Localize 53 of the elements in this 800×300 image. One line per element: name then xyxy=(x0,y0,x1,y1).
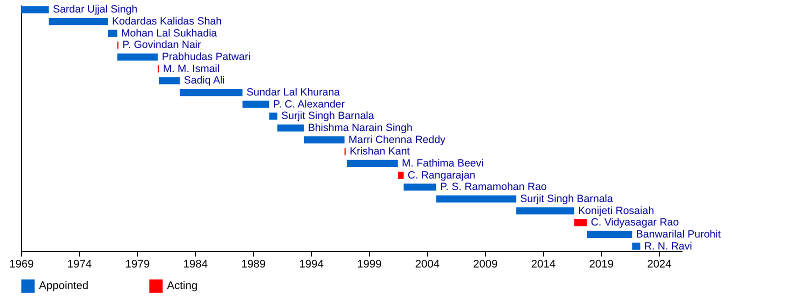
x-tick-label: 2014 xyxy=(531,258,556,270)
bar xyxy=(277,124,304,132)
y-tick-label: Konijeti Rosaiah xyxy=(578,204,654,217)
x-tick-label: 1984 xyxy=(183,258,208,270)
bar xyxy=(586,230,632,238)
x-tick-label: 2009 xyxy=(473,258,498,270)
y-tick-label: Surjit Singh Barnala xyxy=(281,110,374,122)
x-tick-label: 2004 xyxy=(415,258,440,270)
y-tick-label: Sundar Lal Khurana xyxy=(246,86,340,99)
y-tick-label: Sardar Ujjal Singh xyxy=(52,4,138,16)
bar xyxy=(159,77,180,84)
y-tick-label: C. Vidyasagar Rao xyxy=(590,216,680,229)
bar xyxy=(304,136,345,144)
bar xyxy=(404,184,436,191)
bar xyxy=(269,112,278,120)
bar xyxy=(180,88,242,96)
bar xyxy=(117,53,158,61)
x-tick-label: 1979 xyxy=(125,258,150,270)
x-tick-label: 1969 xyxy=(9,258,34,270)
legend-label: Appointed xyxy=(39,280,89,292)
bar xyxy=(436,195,516,203)
y-tick-label: M. M. Ismail xyxy=(163,62,220,75)
x-tick-label: 1994 xyxy=(299,258,324,270)
y-tick-label: M. Fathima Beevi xyxy=(402,157,484,170)
y-tick-label: Kodardas Kalidas Shah xyxy=(112,16,222,28)
bar xyxy=(632,242,640,250)
x-tick-label: 1999 xyxy=(357,258,382,270)
bar xyxy=(21,6,49,14)
bar xyxy=(48,18,108,26)
y-tick-label: Sadiq Ali xyxy=(184,74,225,87)
y-tick-label: Surjit Singh Barnala xyxy=(520,192,614,205)
y-tick-label: Bhishma Narain Singh xyxy=(308,122,413,134)
bar xyxy=(398,172,404,179)
x-tick-label: 1974 xyxy=(67,258,92,270)
y-tick-label: C. Rangarajan xyxy=(408,169,476,182)
y-tick-label: Banwarilal Purohit xyxy=(636,228,721,240)
x-tick-label: 1989 xyxy=(241,258,266,270)
y-tick-label: Krishan Kant xyxy=(350,146,410,158)
y-tick-label: R. N. Ravi xyxy=(644,240,692,252)
y-tick-label: P. Govindan Nair xyxy=(122,39,202,52)
bar xyxy=(574,219,587,226)
y-tick-label: P. C. Alexander xyxy=(273,98,346,110)
y-tick-label: Prabhudas Patwari xyxy=(162,51,251,64)
bar xyxy=(108,30,118,37)
y-tick-label: Marri Chenna Reddy xyxy=(348,134,446,146)
bar xyxy=(346,160,398,168)
x-tick-label: 2024 xyxy=(647,258,672,270)
y-tick-label: P. S. Ramamohan Rao xyxy=(440,181,547,194)
y-tick-label: Mohan Lal Sukhadia xyxy=(121,27,218,40)
legend-label: Acting xyxy=(167,280,198,292)
bar xyxy=(242,100,270,108)
bar xyxy=(516,207,574,214)
x-tick-label: 2019 xyxy=(589,258,614,270)
